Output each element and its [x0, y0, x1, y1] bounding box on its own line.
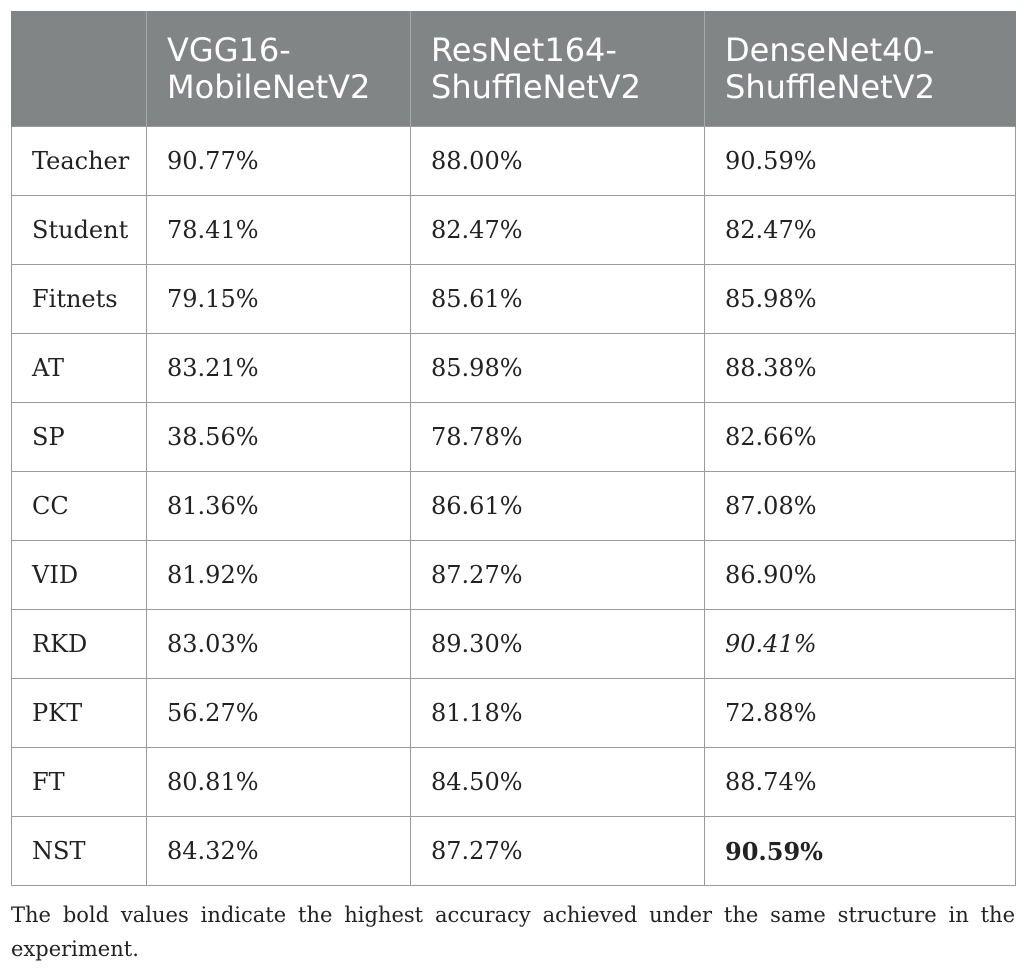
- value-cell: 80.81%: [146, 747, 411, 817]
- value-cell: 89.30%: [410, 609, 705, 679]
- header-line: DenseNet40-: [725, 31, 935, 69]
- value-cell: 82.47%: [410, 195, 705, 265]
- value-cell: 83.03%: [146, 609, 411, 679]
- table-row: VID 81.92% 87.27% 86.90%: [11, 540, 1016, 610]
- value-cell: 82.66%: [704, 402, 1016, 472]
- table-body: Teacher 90.77% 88.00% 90.59% Student 78.…: [11, 126, 1016, 886]
- value-cell: 88.74%: [704, 747, 1016, 817]
- value-cell: 83.21%: [146, 333, 411, 403]
- table-row: PKT 56.27% 81.18% 72.88%: [11, 678, 1016, 748]
- value-cell: 72.88%: [704, 678, 1016, 748]
- header-row: VGG16- MobileNetV2 ResNet164- ShuffleNet…: [11, 11, 1016, 127]
- value-cell: 38.56%: [146, 402, 411, 472]
- header-cell-resnet164-shufflenetv2: ResNet164- ShuffleNetV2: [410, 11, 705, 127]
- table-row: AT 83.21% 85.98% 88.38%: [11, 333, 1016, 403]
- value-cell: 84.50%: [410, 747, 705, 817]
- value-cell: 84.32%: [146, 816, 411, 886]
- table-row: CC 81.36% 86.61% 87.08%: [11, 471, 1016, 541]
- value-cell: 82.47%: [704, 195, 1016, 265]
- table-row: NST 84.32% 87.27% 90.59%: [11, 816, 1016, 886]
- value-cell: 90.59%: [704, 126, 1016, 196]
- accuracy-table: VGG16- MobileNetV2 ResNet164- ShuffleNet…: [11, 11, 1016, 886]
- value-cell: 88.00%: [410, 126, 705, 196]
- header-cell-empty: [11, 11, 147, 127]
- method-cell: Teacher: [11, 126, 147, 196]
- table-row: Fitnets 79.15% 85.61% 85.98%: [11, 264, 1016, 334]
- value-cell-italic: 90.41%: [704, 609, 1016, 679]
- method-cell: Fitnets: [11, 264, 147, 334]
- value-cell: 90.77%: [146, 126, 411, 196]
- table-row: Student 78.41% 82.47% 82.47%: [11, 195, 1016, 265]
- value-cell-bold: 90.59%: [704, 816, 1016, 886]
- value-cell: 81.18%: [410, 678, 705, 748]
- method-cell: NST: [11, 816, 147, 886]
- method-cell: PKT: [11, 678, 147, 748]
- results-table-container: VGG16- MobileNetV2 ResNet164- ShuffleNet…: [11, 11, 1016, 886]
- value-cell: 86.61%: [410, 471, 705, 541]
- value-cell: 87.27%: [410, 816, 705, 886]
- value-cell: 79.15%: [146, 264, 411, 334]
- table-row: RKD 83.03% 89.30% 90.41%: [11, 609, 1016, 679]
- value-cell: 87.27%: [410, 540, 705, 610]
- method-cell: RKD: [11, 609, 147, 679]
- method-cell: Student: [11, 195, 147, 265]
- value-cell: 78.78%: [410, 402, 705, 472]
- value-cell: 85.98%: [704, 264, 1016, 334]
- value-cell: 56.27%: [146, 678, 411, 748]
- value-cell: 88.38%: [704, 333, 1016, 403]
- method-cell: FT: [11, 747, 147, 817]
- value-cell: 85.98%: [410, 333, 705, 403]
- header-line: ResNet164-: [431, 31, 617, 69]
- method-cell: AT: [11, 333, 147, 403]
- value-cell: 86.90%: [704, 540, 1016, 610]
- method-cell: VID: [11, 540, 147, 610]
- header-line: ShuffleNetV2: [725, 68, 935, 106]
- header-line: ShuffleNetV2: [431, 68, 641, 106]
- value-cell: 81.36%: [146, 471, 411, 541]
- table-footnote: The bold values indicate the highest acc…: [11, 903, 1015, 961]
- value-cell: 81.92%: [146, 540, 411, 610]
- table-header: VGG16- MobileNetV2 ResNet164- ShuffleNet…: [11, 11, 1016, 127]
- table-row: FT 80.81% 84.50% 88.74%: [11, 747, 1016, 817]
- table-row: SP 38.56% 78.78% 82.66%: [11, 402, 1016, 472]
- value-cell: 87.08%: [704, 471, 1016, 541]
- table-row: Teacher 90.77% 88.00% 90.59%: [11, 126, 1016, 196]
- header-cell-vgg16-mobilenetv2: VGG16- MobileNetV2: [146, 11, 411, 127]
- header-cell-densenet40-shufflenetv2: DenseNet40- ShuffleNetV2: [704, 11, 1016, 127]
- method-cell: SP: [11, 402, 147, 472]
- value-cell: 78.41%: [146, 195, 411, 265]
- method-cell: CC: [11, 471, 147, 541]
- header-line: MobileNetV2: [167, 68, 371, 106]
- header-line: VGG16-: [167, 31, 291, 69]
- value-cell: 85.61%: [410, 264, 705, 334]
